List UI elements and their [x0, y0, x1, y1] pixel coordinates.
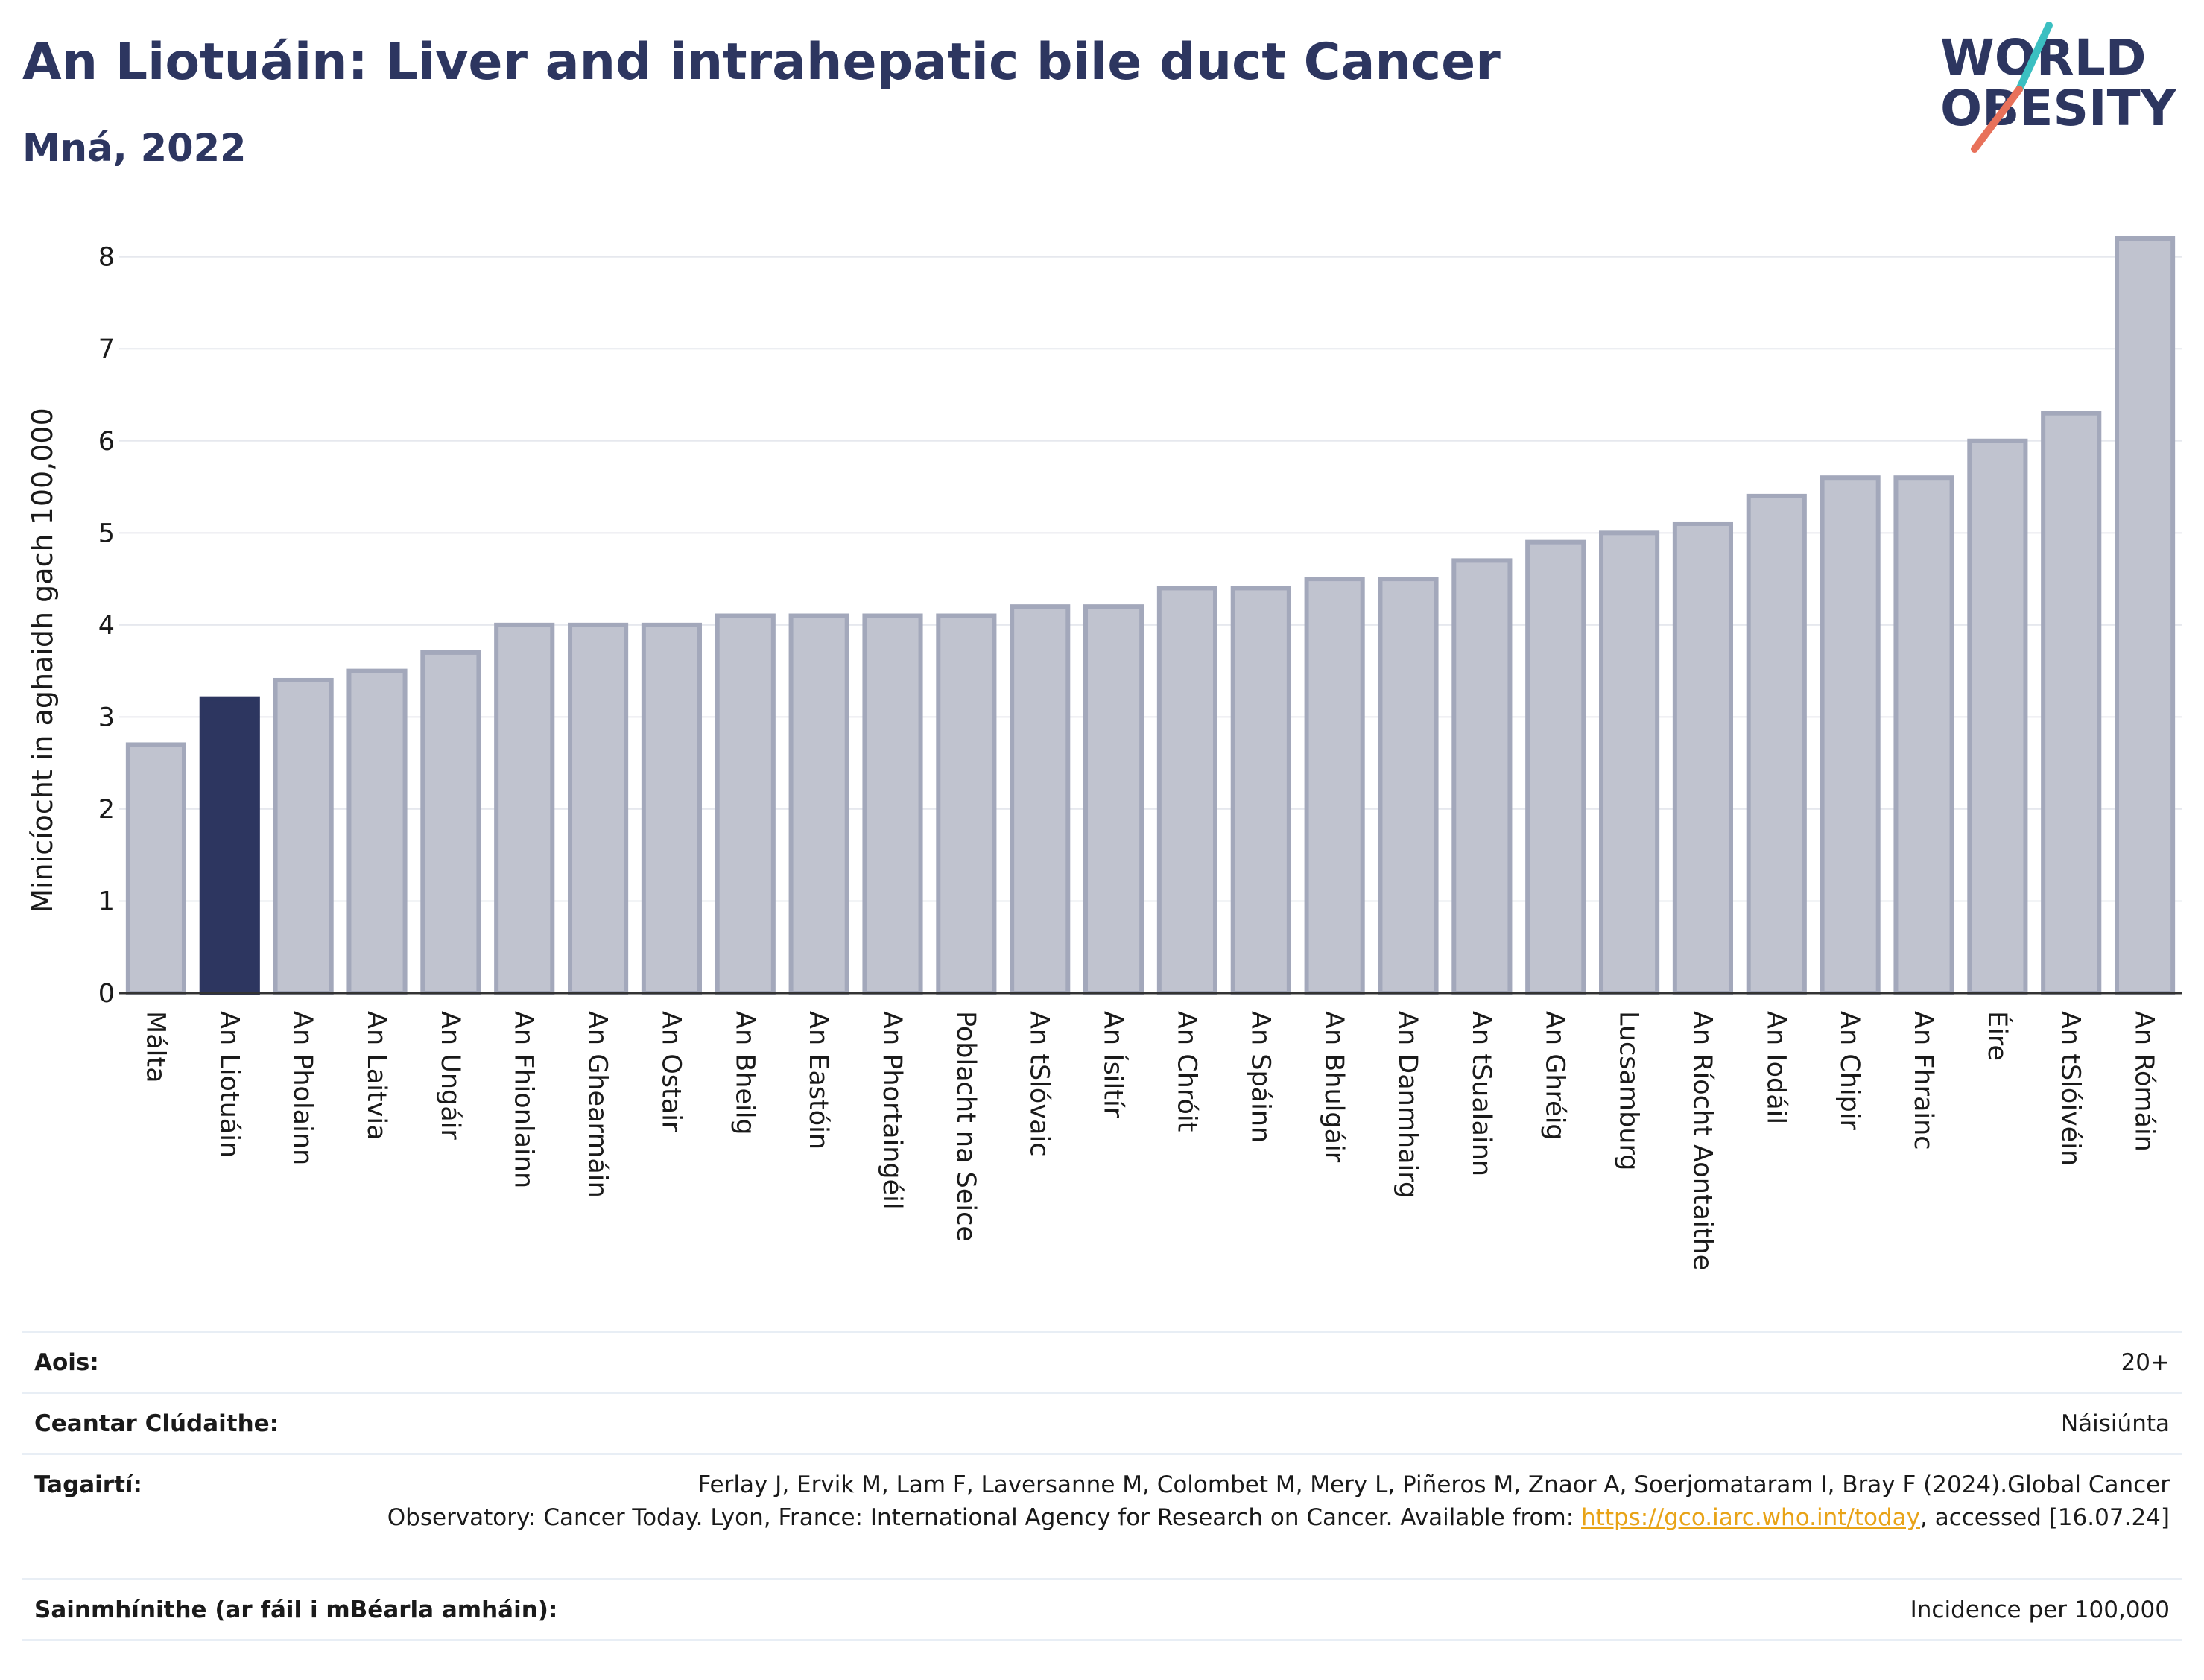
x-tick-label: An Danmhairg	[1393, 1011, 1422, 1198]
bar-23	[1820, 475, 1881, 995]
bar-26	[2041, 411, 2102, 995]
bar-25	[1967, 438, 2028, 995]
bar-6	[568, 622, 629, 995]
x-tick-label: An Ostair	[656, 1011, 685, 1132]
logo-slash-coral	[1971, 86, 2023, 153]
bar-10	[862, 613, 923, 995]
x-tick-label: Lucsamburg	[1614, 1011, 1644, 1170]
y-tick-label: 2	[98, 795, 115, 825]
x-tick-label: An Fhrainc	[1908, 1011, 1938, 1150]
y-tick-label: 0	[98, 979, 115, 1009]
x-tick-label: An Eastóin	[803, 1011, 833, 1150]
x-tick-label: An tSlóivéin	[2056, 1011, 2086, 1166]
y-tick-label: 3	[98, 703, 115, 732]
bar-3	[346, 668, 408, 995]
bars	[125, 236, 2176, 995]
x-tick-label: An Rómáin	[2129, 1011, 2159, 1152]
bar-17	[1378, 577, 1439, 995]
bar-20	[1599, 530, 1660, 995]
y-tick-label: 4	[98, 611, 115, 641]
bar-12	[1010, 604, 1071, 995]
age-label: Aois:	[34, 1348, 99, 1376]
bar-1	[199, 696, 260, 995]
x-tick-label: An Ríocht Aontaithe	[1687, 1011, 1717, 1270]
references-line2: Observatory: Cancer Today. Lyon, France:…	[387, 1504, 1582, 1531]
bar-5	[494, 622, 555, 995]
references-label: Tagairtí:	[34, 1471, 142, 1498]
area-label: Ceantar Clúdaithe:	[34, 1410, 279, 1437]
chart-subtitle: Mná, 2022	[22, 127, 247, 171]
references-link[interactable]: https://gco.iarc.who.int/today	[1581, 1504, 1920, 1531]
x-tick-label: An Chipir	[1834, 1011, 1864, 1131]
x-tick-label: An tSlóvaic	[1025, 1011, 1054, 1156]
y-tick-label: 5	[98, 519, 115, 548]
x-tick-label: An Laitvia	[361, 1011, 391, 1141]
x-tick-label: An Ghearmáin	[583, 1011, 612, 1198]
x-tick-label: An Ghréig	[1540, 1011, 1570, 1141]
x-tick-label: An Liotuáin	[214, 1011, 244, 1158]
bar-21	[1672, 521, 1733, 995]
bar-chart: 0 1 2 3 4 5 6 7 8 Málta An Liotuáin An Pholainn An …	[26, 236, 2182, 1270]
x-tick-labels: Málta An Liotuáin An Pholainn An Laitvia An …	[140, 1011, 2159, 1270]
bar-18	[1451, 558, 1513, 995]
bar-19	[1525, 539, 1586, 995]
info-row-area: Ceantar Clúdaithe: Náisiúnta	[22, 1394, 2182, 1455]
logo-line2: OBESITY	[1940, 80, 2177, 137]
definitions-value: Incidence per 100,000	[1910, 1596, 2170, 1623]
y-axis-label: Minicíocht in aghaidh gach 100,000	[26, 408, 59, 913]
bar-0	[125, 742, 186, 995]
age-value: 20+	[2121, 1348, 2170, 1376]
x-tick-label: An Ísiltír	[1098, 1011, 1130, 1118]
y-tick-label: 7	[98, 335, 115, 364]
y-tick-label: 1	[98, 887, 115, 916]
bar-16	[1304, 577, 1365, 995]
area-value: Náisiúnta	[2060, 1410, 2170, 1437]
bar-4	[420, 650, 481, 995]
x-tick-label: An Iodáil	[1761, 1011, 1790, 1124]
chart-title: An Liotuáin: Liver and intrahepatic bile…	[22, 33, 1501, 92]
x-tick-label: An Pholainn	[288, 1011, 317, 1165]
x-tick-label: An Chróit	[1171, 1011, 1201, 1132]
x-tick-label: An tSualainn	[1466, 1011, 1496, 1176]
x-tick-label: An Spáinn	[1245, 1011, 1275, 1143]
bar-11	[936, 613, 997, 995]
bar-2	[273, 677, 334, 995]
references-line3: , accessed [16.07.24]	[1919, 1504, 2170, 1531]
y-tick-label: 8	[98, 243, 115, 273]
world-obesity-logo: WORLD OBESITY	[1940, 22, 2177, 153]
bar-8	[715, 613, 776, 995]
info-row-definitions: Sainmhínithe (ar fáil i mBéarla amháin):…	[22, 1580, 2182, 1641]
bar-7	[641, 622, 702, 995]
x-tick-label: Poblacht na Seice	[951, 1011, 981, 1242]
x-tick-label: An Ungáir	[435, 1011, 465, 1140]
x-tick-label: An Bheilg	[729, 1011, 759, 1135]
x-tick-label: An Fhionlainn	[509, 1011, 539, 1188]
definitions-label: Sainmhínithe (ar fáil i mBéarla amháin):	[34, 1596, 558, 1623]
bar-13	[1083, 604, 1144, 995]
logo-slash-teal	[2015, 22, 2053, 93]
bar-27	[2115, 236, 2176, 995]
bar-15	[1230, 586, 1291, 995]
info-row-references: Tagairtí: Ferlay J, Ervik M, Lam F, Lave…	[22, 1455, 2182, 1580]
bar-9	[788, 613, 849, 995]
y-tick-labels: 0 1 2 3 4 5 6 7 8	[98, 243, 115, 1009]
bar-14	[1156, 586, 1217, 995]
x-tick-label: Málta	[140, 1011, 170, 1083]
y-tick-label: 6	[98, 427, 115, 457]
references-line1: Ferlay J, Ervik M, Lam F, Laversanne M, …	[697, 1471, 2170, 1498]
x-tick-label: Éire	[1982, 1011, 2013, 1061]
references-value: Ferlay J, Ervik M, Lam F, Laversanne M, …	[387, 1468, 2170, 1534]
x-tick-label: An Phortaingéil	[877, 1011, 907, 1210]
info-row-age: Aois: 20+	[22, 1333, 2182, 1394]
bar-24	[1893, 475, 1954, 995]
bar-22	[1746, 493, 1807, 995]
info-table: Aois: 20+ Ceantar Clúdaithe: Náisiúnta T…	[22, 1331, 2182, 1641]
x-tick-label: An Bhulgáir	[1319, 1011, 1349, 1163]
